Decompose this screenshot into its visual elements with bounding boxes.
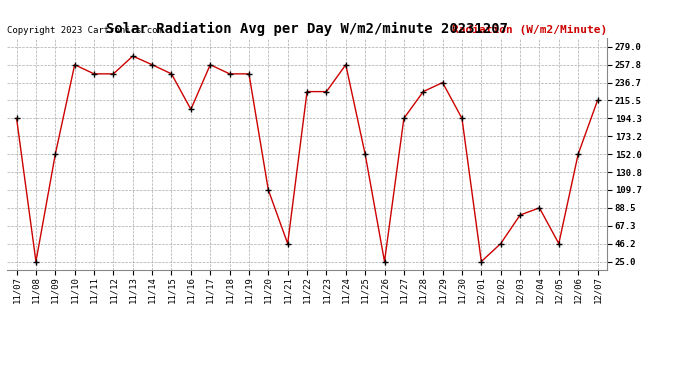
Text: Radiation (W/m2/Minute): Radiation (W/m2/Minute) [452,25,607,35]
Title: Solar Radiation Avg per Day W/m2/minute 20231207: Solar Radiation Avg per Day W/m2/minute … [106,22,508,36]
Text: Copyright 2023 Cartronics.com: Copyright 2023 Cartronics.com [7,26,163,35]
